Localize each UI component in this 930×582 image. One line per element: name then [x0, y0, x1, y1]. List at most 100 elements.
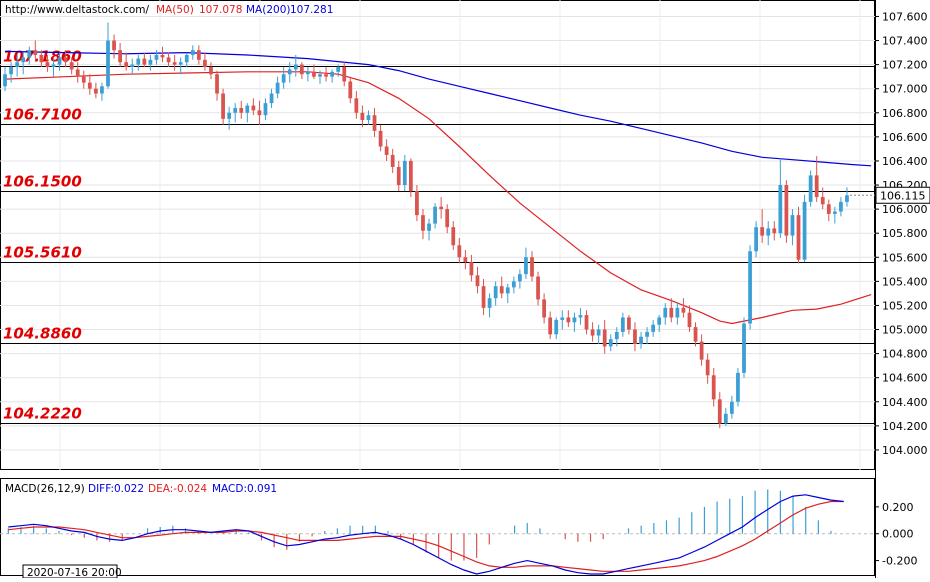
y-tick-label: 105.600: [882, 251, 928, 264]
candle-body: [75, 69, 80, 77]
candle-body: [384, 146, 389, 155]
candle-body: [645, 331, 649, 337]
candle: [457, 238, 462, 264]
candle-body: [433, 206, 437, 224]
y-tick-label: 104.200: [882, 420, 928, 433]
candle-body: [499, 286, 504, 294]
y-tick-label: 106.000: [882, 203, 928, 216]
y-tick-label: 105.000: [882, 324, 928, 337]
timestamp: 2020-07-16 20:00: [27, 567, 122, 578]
candle: [760, 209, 765, 243]
candlesticks[interactable]: [3, 22, 849, 429]
candle-body: [251, 105, 256, 111]
macd-indicator: [0, 489, 875, 575]
candle: [493, 281, 498, 306]
level-label: 106.1500: [3, 173, 82, 191]
candle: [324, 67, 328, 82]
candle: [130, 58, 135, 75]
candle-body: [663, 307, 668, 318]
candle-body: [832, 211, 837, 214]
macd-dea-value: DEA:-0.024: [148, 483, 207, 495]
candle-body: [312, 71, 316, 77]
candle-body: [421, 215, 425, 231]
candle: [518, 269, 522, 289]
candle: [845, 187, 849, 207]
candle: [699, 334, 704, 366]
candle: [287, 62, 292, 83]
candle-body: [705, 359, 710, 376]
candle: [717, 392, 722, 429]
candle: [530, 251, 534, 282]
candle-body: [69, 62, 74, 70]
candle-body: [190, 50, 195, 55]
candle: [330, 69, 334, 83]
candle-body: [402, 160, 407, 186]
candle-body: [542, 299, 546, 318]
source-url[interactable]: http://www.deltastock.com/: [5, 4, 150, 16]
candle-body: [808, 175, 813, 202]
candle-body: [287, 69, 292, 75]
candle: [39, 50, 44, 68]
macd-label: MACD(26,12,9): [5, 483, 85, 495]
candle-body: [784, 185, 789, 236]
candle-body: [293, 64, 298, 70]
candle: [754, 221, 758, 258]
candle: [15, 54, 20, 77]
candle-body: [839, 201, 843, 212]
candle-body: [281, 74, 286, 83]
ma200-value: 107.281: [290, 4, 333, 16]
candle-body: [524, 257, 528, 275]
candle-body: [711, 375, 716, 400]
candle-body: [469, 262, 474, 276]
candle: [124, 52, 129, 71]
candle: [590, 322, 595, 342]
y-tick-label: 106.400: [882, 155, 928, 168]
candle-body: [633, 329, 637, 344]
price-axis: 107.600 107.400 107.200 107.000 106.800 106.6…: [875, 10, 928, 457]
macd-diff-value: DIFF:0.022: [88, 483, 144, 495]
candle-body: [257, 110, 262, 116]
y-tick-label: 107.200: [882, 59, 928, 72]
candle: [69, 57, 74, 75]
candle: [221, 88, 225, 125]
candle: [142, 52, 147, 68]
candle: [360, 105, 365, 128]
candle: [736, 368, 740, 407]
y-tick-label: 105.800: [882, 227, 928, 240]
candle: [81, 70, 86, 89]
candle: [675, 303, 680, 325]
candle: [154, 50, 159, 65]
candle: [839, 197, 843, 217]
candle: [209, 62, 213, 80]
candle-body: [142, 58, 147, 65]
candle-body: [590, 329, 595, 336]
ma50-line: [4, 71, 872, 325]
candle: [433, 203, 437, 229]
candle: [27, 46, 32, 65]
candle: [730, 395, 734, 419]
level-label: 106.7100: [3, 106, 82, 124]
candle-body: [196, 50, 201, 60]
current-price-value: 106.115: [880, 189, 926, 202]
candle: [693, 322, 698, 347]
candle-body: [227, 112, 232, 119]
candle-body: [578, 315, 583, 318]
candle: [584, 310, 589, 335]
candle: [87, 74, 92, 95]
candle: [778, 158, 783, 239]
candle: [633, 322, 637, 352]
candle-body: [487, 298, 492, 308]
candle-body: [627, 317, 631, 330]
price-panel-frame: [0, 0, 875, 470]
candle: [3, 67, 7, 92]
candle-body: [21, 57, 26, 63]
candle: [348, 76, 353, 104]
candle-body: [772, 228, 777, 234]
candle: [45, 54, 50, 72]
candle: [524, 247, 528, 279]
candle-body: [415, 191, 419, 216]
candle: [51, 58, 56, 77]
candle: [657, 315, 662, 332]
candle-body: [669, 307, 674, 318]
